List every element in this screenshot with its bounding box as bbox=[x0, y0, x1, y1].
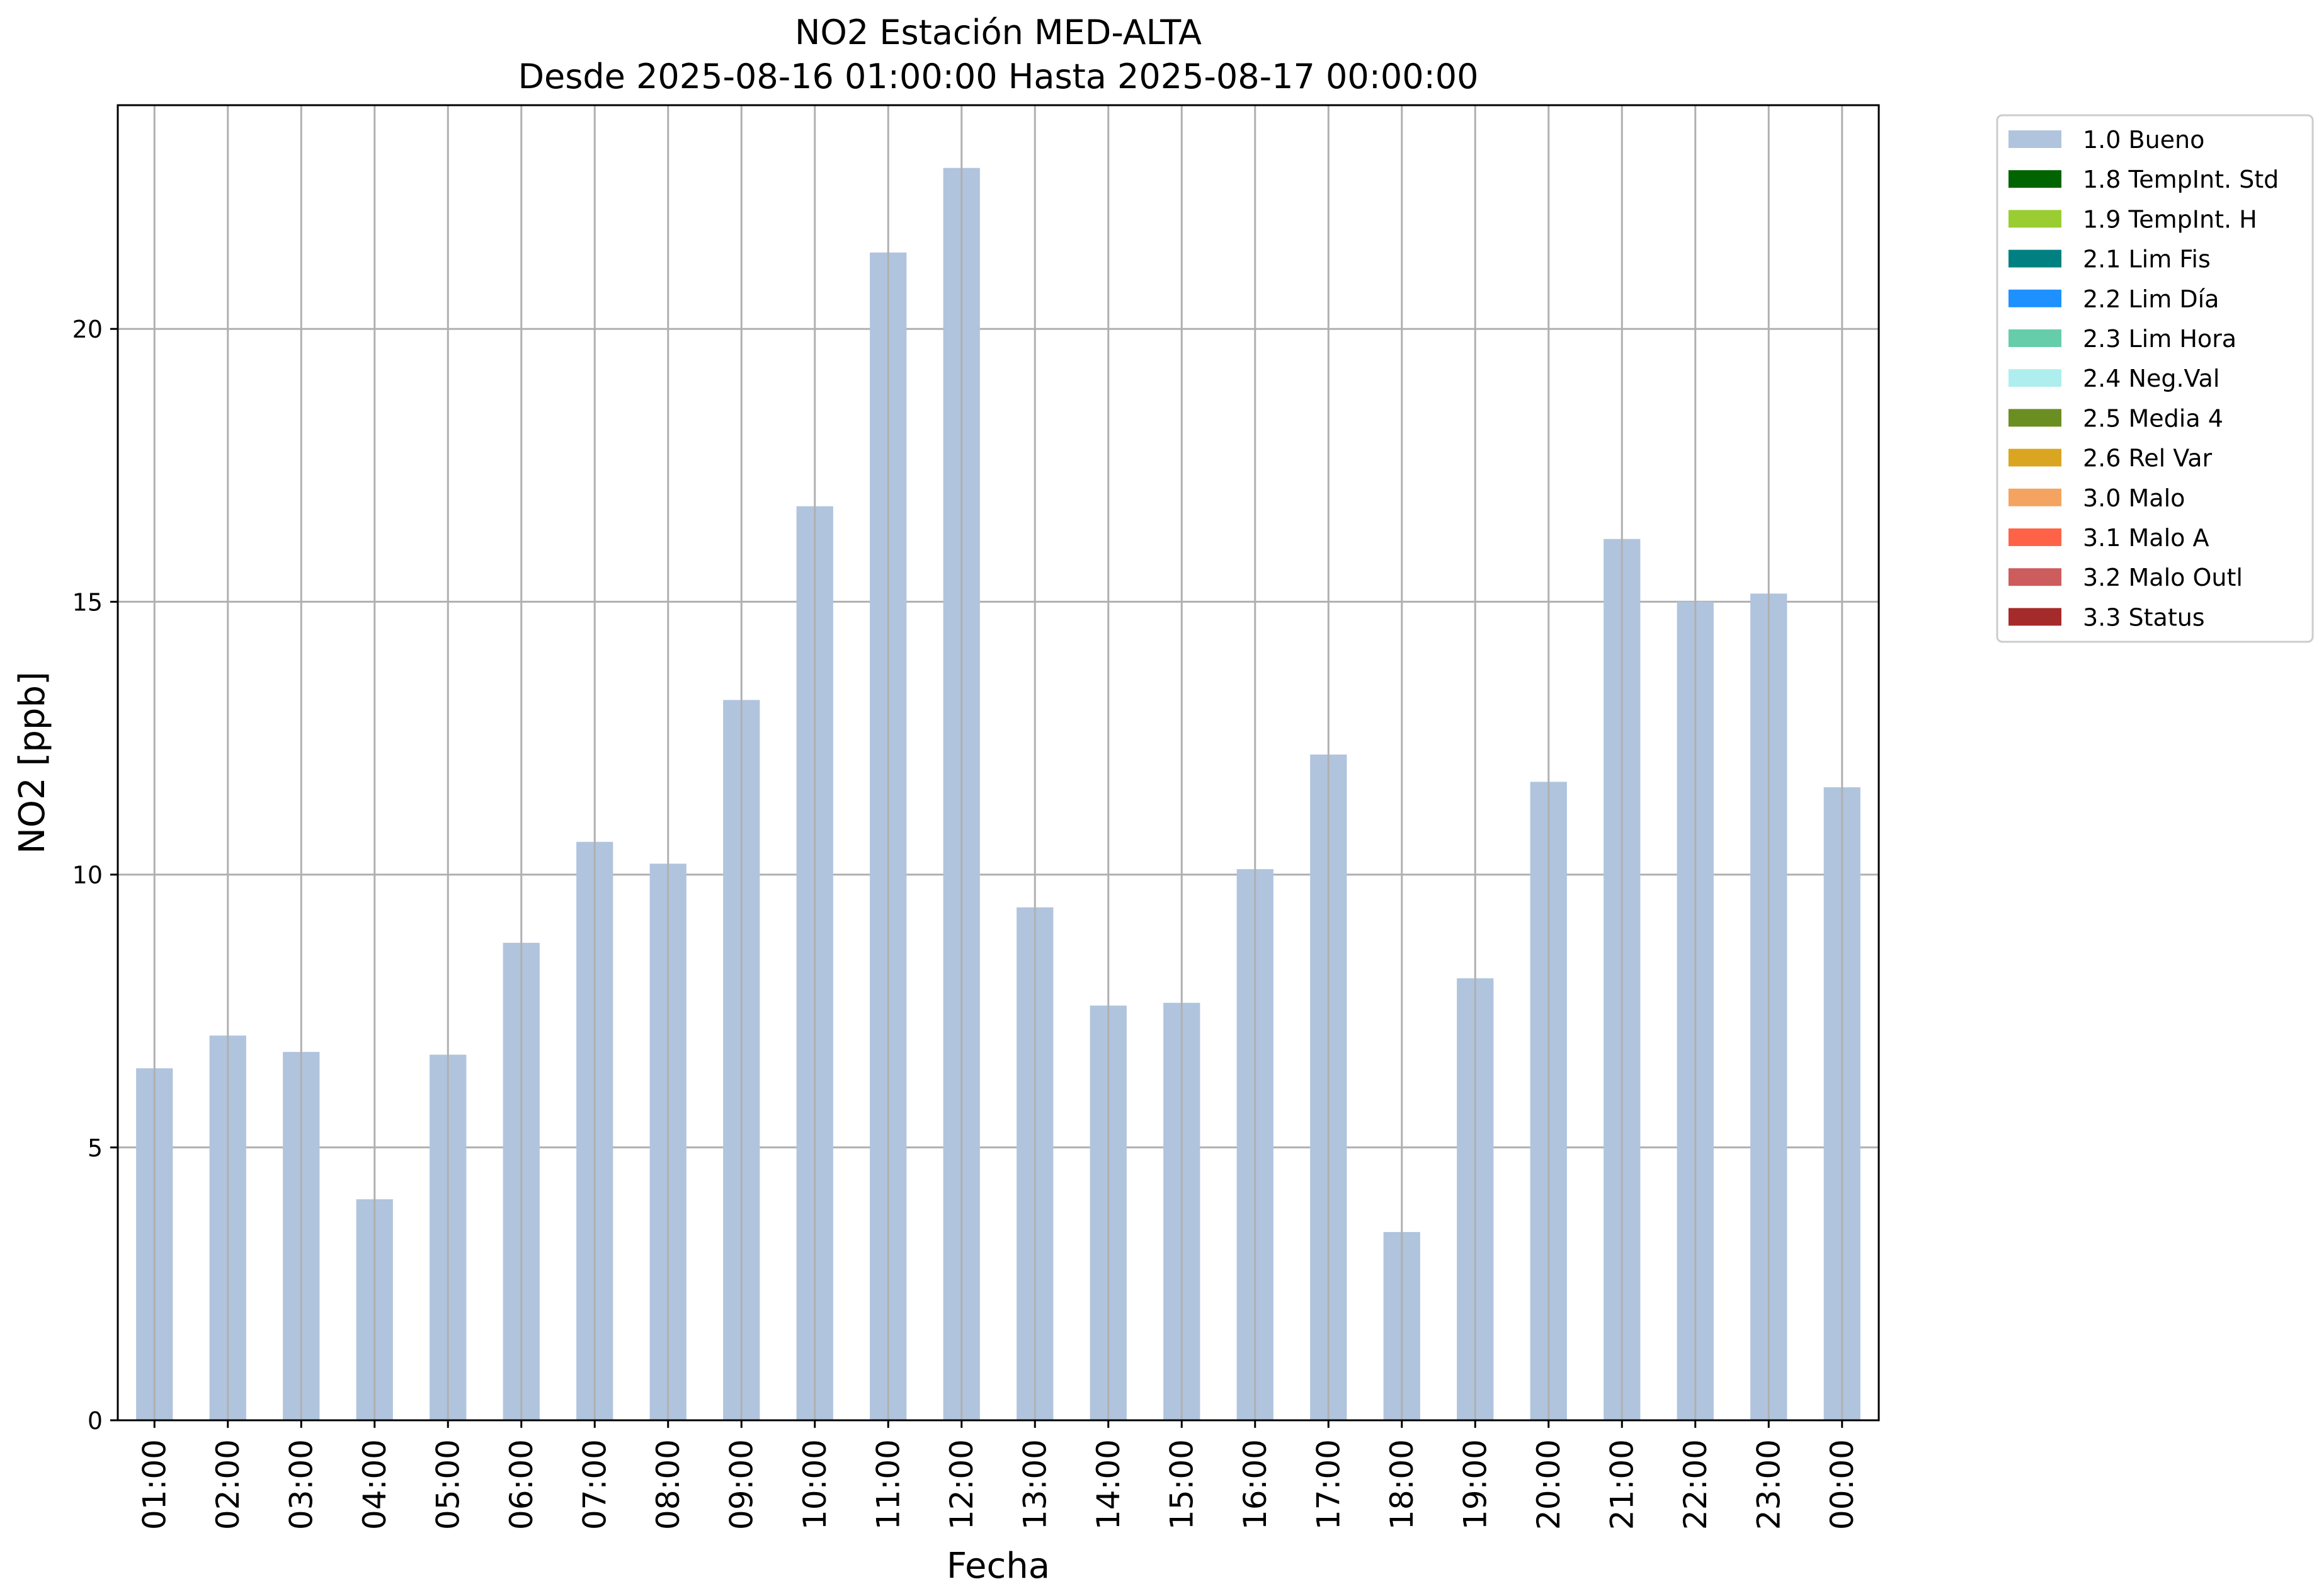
x-tick-label: 19:00 bbox=[1457, 1439, 1493, 1530]
y-tick-label: 10 bbox=[72, 862, 103, 889]
legend-swatch bbox=[2008, 369, 2061, 387]
x-tick-label: 00:00 bbox=[1824, 1439, 1860, 1530]
legend-swatch bbox=[2008, 448, 2061, 467]
legend-swatch bbox=[2008, 170, 2061, 188]
x-axis: 01:00 02:00 03:00 04:00 05:00 06:00 07:00 08:00… bbox=[136, 1420, 1860, 1530]
legend-label: 1.8 TempInt. Std bbox=[2083, 166, 2279, 193]
plot-frame bbox=[117, 104, 1880, 1422]
y-axis-label: NO2 [ppb] bbox=[12, 671, 53, 854]
legend-swatch bbox=[2008, 210, 2061, 228]
y-axis: 0 5 10 15 20 bbox=[72, 316, 118, 1435]
chart-title: NO2 Estación MED-ALTA bbox=[795, 13, 1202, 52]
x-tick-label: 20:00 bbox=[1530, 1439, 1567, 1530]
legend-swatch bbox=[2008, 528, 2061, 546]
legend-swatch bbox=[2008, 488, 2061, 506]
legend-label: 1.9 TempInt. H bbox=[2083, 205, 2257, 233]
x-tick-label: 15:00 bbox=[1163, 1439, 1200, 1530]
x-tick-label: 03:00 bbox=[283, 1439, 319, 1530]
x-tick-label: 09:00 bbox=[723, 1439, 760, 1530]
legend-label: 2.2 Lim Día bbox=[2083, 285, 2219, 313]
x-tick-label: 08:00 bbox=[650, 1439, 687, 1530]
legend-swatch bbox=[2008, 568, 2061, 586]
legend-swatch bbox=[2008, 409, 2061, 427]
x-tick-label: 07:00 bbox=[576, 1439, 613, 1530]
legend-label: 2.4 Neg.Val bbox=[2083, 365, 2219, 392]
legend-swatch bbox=[2008, 608, 2061, 626]
legend-label: 3.3 Status bbox=[2083, 603, 2205, 631]
x-tick-label: 22:00 bbox=[1677, 1439, 1714, 1530]
x-tick-label: 10:00 bbox=[797, 1439, 833, 1530]
legend: 1.0 Bueno 1.8 TempInt. Std 1.9 TempInt. H 2… bbox=[1996, 114, 2314, 643]
x-tick-label: 16:00 bbox=[1237, 1439, 1273, 1530]
chart-subtitle: Desde 2025-08-16 01:00:00 Hasta 2025-08-… bbox=[518, 57, 1478, 96]
x-tick-label: 18:00 bbox=[1384, 1439, 1420, 1530]
x-tick-label: 11:00 bbox=[870, 1439, 906, 1530]
x-tick-label: 06:00 bbox=[503, 1439, 540, 1530]
vertical-grid bbox=[153, 105, 1843, 1420]
y-tick-label: 15 bbox=[72, 588, 103, 616]
x-tick-label: 17:00 bbox=[1310, 1439, 1347, 1530]
x-tick-label: 01:00 bbox=[136, 1439, 173, 1530]
x-tick-label: 02:00 bbox=[210, 1439, 246, 1530]
legend-swatch bbox=[2008, 130, 2061, 148]
x-tick-label: 21:00 bbox=[1604, 1439, 1640, 1530]
x-tick-label: 04:00 bbox=[356, 1439, 393, 1530]
y-tick-label: 5 bbox=[88, 1134, 103, 1162]
legend-label: 3.2 Malo Outl bbox=[2083, 564, 2243, 591]
legend-swatch bbox=[2008, 329, 2061, 347]
x-tick-label: 13:00 bbox=[1017, 1439, 1053, 1530]
x-tick-label: 14:00 bbox=[1090, 1439, 1127, 1530]
legend-label: 2.3 Lim Hora bbox=[2083, 325, 2236, 353]
x-axis-label: Fecha bbox=[947, 1546, 1050, 1587]
y-tick-label: 0 bbox=[88, 1407, 103, 1435]
x-tick-label: 05:00 bbox=[430, 1439, 466, 1530]
legend-frame bbox=[1996, 114, 2314, 643]
y-tick-label: 20 bbox=[72, 316, 103, 343]
legend-label: 2.6 Rel Var bbox=[2083, 445, 2213, 472]
legend-swatch bbox=[2008, 289, 2061, 307]
legend-swatch bbox=[2008, 249, 2061, 268]
legend-label: 2.1 Lim Fis bbox=[2083, 246, 2211, 273]
legend-label: 3.0 Malo bbox=[2083, 484, 2185, 512]
legend-label: 2.5 Media 4 bbox=[2083, 404, 2223, 432]
legend-label: 3.1 Malo A bbox=[2083, 524, 2209, 552]
x-tick-label: 23:00 bbox=[1750, 1439, 1787, 1530]
legend-label: 1.0 Bueno bbox=[2083, 126, 2204, 154]
x-tick-label: 12:00 bbox=[943, 1439, 980, 1530]
